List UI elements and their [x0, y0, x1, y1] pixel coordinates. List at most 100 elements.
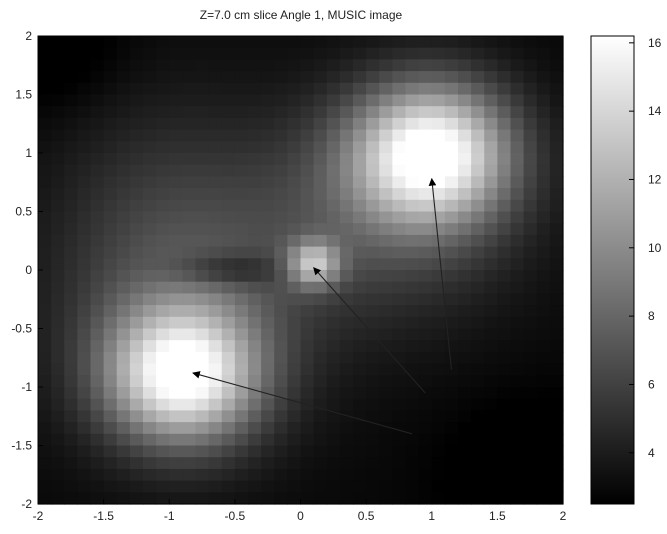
heatmap-cell: [51, 316, 65, 330]
heatmap-cell: [484, 164, 498, 177]
heatmap-cell: [274, 457, 288, 470]
heatmap-cell: [392, 71, 407, 84]
heatmap-cell: [195, 281, 210, 294]
heatmap-cell: [143, 94, 157, 107]
heatmap-cell: [484, 246, 498, 259]
heatmap-cell: [156, 457, 170, 470]
heatmap-cell: [195, 47, 210, 60]
heatmap-cell: [90, 94, 105, 107]
heatmap-cell: [248, 351, 262, 365]
heatmap-cell: [392, 433, 407, 447]
heatmap-cell: [103, 246, 118, 259]
heatmap-cell: [392, 492, 407, 505]
heatmap-cell: [90, 270, 105, 283]
heatmap-cell: [195, 351, 210, 365]
heatmap-cell: [38, 211, 52, 224]
heatmap-cell: [103, 305, 118, 318]
heatmap-cell: [64, 398, 78, 411]
heatmap-cell: [300, 141, 315, 154]
heatmap-cell: [169, 293, 183, 306]
heatmap-cell: [523, 281, 538, 294]
heatmap-cell: [418, 258, 433, 271]
heatmap-cell: [379, 410, 393, 423]
heatmap-cell: [458, 375, 472, 388]
heatmap-cell: [549, 188, 564, 201]
heatmap-cell: [510, 47, 525, 60]
heatmap-cell: [392, 363, 407, 376]
heatmap-cell: [471, 422, 485, 435]
heatmap-cell: [248, 422, 262, 435]
heatmap-cell: [405, 445, 420, 458]
heatmap-cell: [471, 211, 485, 224]
heatmap-cell: [510, 258, 525, 271]
heatmap-cell: [182, 188, 197, 201]
heatmap-cell: [300, 433, 315, 447]
heatmap-cell: [195, 305, 210, 318]
heatmap-cell: [497, 340, 512, 353]
heatmap-cell: [339, 328, 354, 341]
heatmap-cell: [366, 305, 380, 318]
heatmap-cell: [379, 305, 393, 318]
heatmap-cell: [523, 223, 538, 236]
heatmap-cell: [484, 433, 498, 447]
heatmap-cell: [418, 433, 433, 447]
heatmap-cell: [129, 445, 144, 458]
heatmap-cell: [339, 270, 354, 283]
heatmap-cell: [484, 129, 498, 142]
heatmap-cell: [471, 106, 485, 119]
heatmap-cell: [366, 293, 380, 306]
heatmap-cell: [379, 270, 393, 283]
heatmap-cell: [103, 117, 118, 131]
heatmap-cell: [169, 176, 183, 189]
heatmap-cell: [405, 422, 420, 435]
heatmap-cell: [195, 223, 210, 236]
heatmap-cell: [458, 164, 472, 177]
heatmap-cell: [326, 433, 341, 447]
heatmap-cell: [248, 328, 262, 341]
heatmap-cell: [182, 141, 197, 154]
heatmap-cell: [221, 433, 236, 447]
direction-arrow: [313, 267, 426, 394]
heatmap-cell: [510, 468, 525, 482]
heatmap-cell: [287, 410, 302, 423]
heatmap-cell: [418, 211, 433, 224]
heatmap-cell: [143, 433, 157, 447]
heatmap-cell: [51, 433, 65, 447]
heatmap-cell: [366, 59, 380, 72]
heatmap-cell: [248, 71, 262, 84]
heatmap-cell: [549, 363, 564, 376]
heatmap-cell: [366, 211, 380, 224]
heatmap-cell: [248, 340, 262, 353]
heatmap-cell: [143, 293, 157, 306]
heatmap-cell: [300, 457, 315, 470]
heatmap-cell: [353, 164, 367, 177]
heatmap-cell: [471, 468, 485, 482]
heatmap-cell: [143, 422, 157, 435]
heatmap-cell: [195, 164, 210, 177]
heatmap-cell: [366, 375, 380, 388]
heatmap-cell: [261, 316, 275, 330]
heatmap-cell: [405, 129, 420, 142]
heatmap-cell: [405, 305, 420, 318]
heatmap-cell: [313, 433, 328, 447]
heatmap-cell: [405, 176, 420, 189]
heatmap-cell: [536, 106, 551, 119]
heatmap-cell: [300, 480, 315, 493]
heatmap-cell: [510, 480, 525, 493]
heatmap-cell: [484, 71, 498, 84]
heatmap-cell: [353, 468, 367, 482]
heatmap-cell: [353, 316, 367, 330]
heatmap-cell: [274, 188, 288, 201]
heatmap-cell: [353, 457, 367, 470]
heatmap-cell: [418, 281, 433, 294]
heatmap-cell: [300, 47, 315, 60]
heatmap-cell: [103, 351, 118, 365]
heatmap-cell: [156, 94, 170, 107]
heatmap-cell: [103, 223, 118, 236]
heatmap-cell: [339, 433, 354, 447]
heatmap-cell: [248, 387, 262, 400]
heatmap-cell: [143, 234, 157, 248]
heatmap-cell: [431, 164, 446, 177]
heatmap-cell: [484, 270, 498, 283]
heatmap-cell: [405, 375, 420, 388]
